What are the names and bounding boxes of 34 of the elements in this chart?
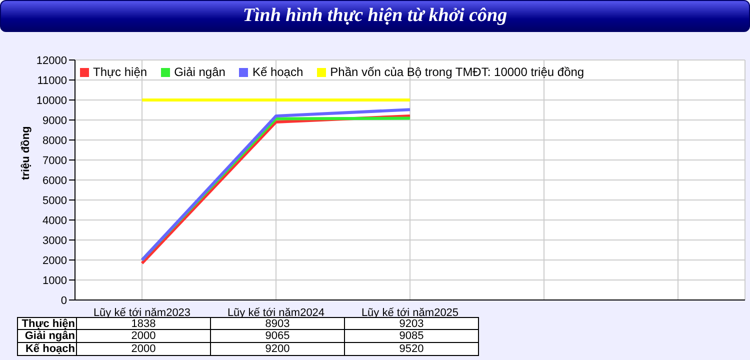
text: Thực hiện — [22, 318, 75, 330]
x-tick-label: Lũy kế tới năm2023 — [93, 306, 191, 319]
y-tick-label: 4000 — [42, 214, 67, 227]
y-tick-label: 3000 — [42, 234, 67, 247]
y-tick-label: 2000 — [42, 254, 67, 267]
text: Giải ngân — [24, 330, 75, 342]
data-label: 9520 — [345, 343, 479, 356]
y-tick-label: 9000 — [42, 114, 67, 127]
y-tick-label: 6000 — [42, 174, 67, 187]
data-label: 9085 — [345, 330, 479, 343]
x-tick-label: Lũy kế tới năm2024 — [227, 306, 325, 319]
y-tick-label: 10000 — [36, 94, 67, 107]
legend-label: Thực hiện — [93, 65, 148, 79]
y-tick-label: 5000 — [42, 194, 67, 207]
data-label: 9065 — [211, 330, 345, 343]
y-axis-title: triệu đồng — [20, 126, 32, 180]
data-label: 1838 — [77, 317, 211, 330]
data-label: 9203 — [345, 317, 479, 330]
y-tick-label: 12000 — [36, 54, 67, 67]
data-label: 2000 — [77, 343, 211, 356]
chart-title: Tình hình thực hiện từ khởi công — [0, 0, 750, 32]
legend-label: Kế hoạch — [252, 65, 304, 79]
y-tick-label: 7000 — [42, 154, 67, 167]
legend-label: Giải ngân — [174, 65, 226, 79]
x-tick-label: Lũy kế tới năm2025 — [361, 306, 459, 319]
legend-label: Phần vốn của Bộ trong TMĐT: 10000 triệu đồng — [330, 65, 584, 79]
data-label: 9200 — [211, 343, 345, 356]
data-label: 8903 — [211, 317, 345, 330]
y-tick-label: 0 — [60, 294, 67, 307]
text: Kế hoạch — [25, 343, 75, 355]
y-tick-label: 8000 — [42, 134, 67, 147]
data-label: 2000 — [77, 330, 211, 343]
y-tick-label: 11000 — [37, 74, 67, 87]
y-tick-label: 1000 — [42, 274, 67, 287]
